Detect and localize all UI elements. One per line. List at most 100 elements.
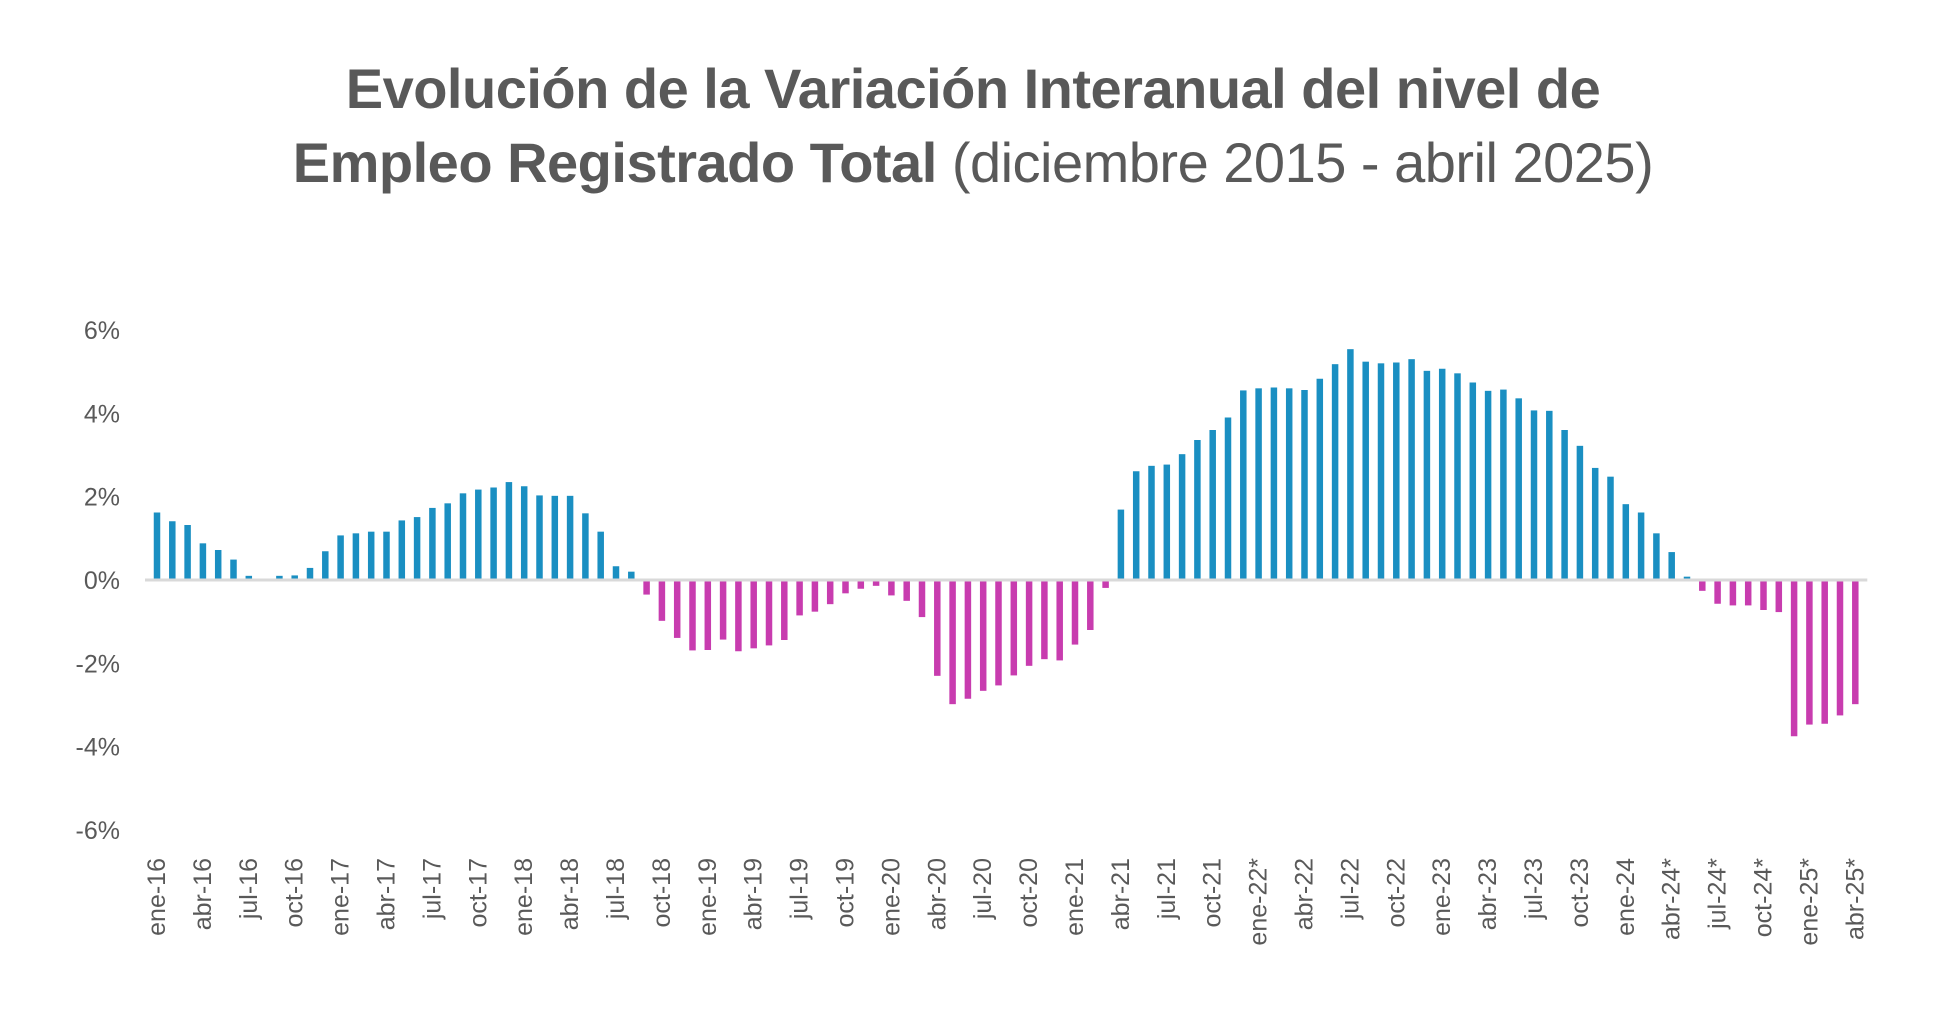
- x-tick-label: ene-19: [694, 858, 722, 936]
- x-tick-label: ene-24: [1612, 858, 1640, 936]
- bar-ene-16: [153, 512, 161, 580]
- bar-nov-20: [1041, 580, 1048, 660]
- bar-jul-20: [979, 580, 987, 691]
- bar-ene-19: [704, 580, 712, 650]
- bar-jun-17: [413, 517, 421, 580]
- x-tick-label: jul-19: [786, 858, 814, 920]
- bar-ago-20: [995, 580, 1002, 686]
- x-tick-label: abr-16: [189, 858, 217, 930]
- bar-ene-21: [1071, 580, 1079, 645]
- bar-may-19: [765, 580, 773, 646]
- x-tick-label: abr-19: [740, 858, 768, 930]
- bar-jul-23: [1530, 410, 1538, 580]
- bar-feb-17: [352, 533, 360, 580]
- bar-mar-17: [367, 531, 375, 580]
- x-tick-label: ene-20: [877, 858, 905, 936]
- bar-sep-20: [1010, 580, 1018, 676]
- x-tick-label: abr-22: [1291, 858, 1319, 930]
- bar-may-17: [398, 520, 406, 580]
- x-tick-label: jul-21: [1153, 858, 1181, 920]
- bar-ago-24: [1729, 580, 1737, 606]
- bar-jul-19: [796, 580, 803, 616]
- bar-oct-23: [1576, 445, 1584, 580]
- bar-nov-21: [1224, 417, 1232, 580]
- x-tick-label: ene-17: [327, 858, 355, 936]
- bar-sep-22: [1377, 363, 1385, 580]
- bar-mar-25: [1836, 580, 1844, 716]
- x-axis: ene-16 abr-16 jul-16 oct-16 ene-17 abr-17 jul-…: [143, 858, 1869, 946]
- x-tick-label: jul-17: [418, 858, 446, 920]
- bar-feb-24: [1637, 512, 1645, 580]
- bar-oct-19: [842, 580, 849, 594]
- bar-ene-20: [888, 580, 895, 596]
- x-tick-label: abr-18: [556, 858, 584, 930]
- x-tick-label: ene-22*: [1245, 858, 1273, 946]
- y-tick-label: 4%: [84, 400, 120, 428]
- bar-sep-19: [826, 580, 834, 605]
- bar-ene-22: [1255, 388, 1262, 580]
- bar-ago-21: [1178, 454, 1186, 580]
- bar-abr-18: [566, 495, 574, 580]
- bar-oct-20: [1025, 580, 1033, 666]
- bar-nov-24: [1775, 580, 1783, 613]
- bar-abr-19: [750, 580, 757, 649]
- x-tick-label: oct-20: [1015, 858, 1043, 927]
- bar-oct-21: [1209, 430, 1216, 580]
- bar-ene-17: [337, 535, 344, 580]
- x-tick-label: oct-22: [1382, 858, 1410, 927]
- x-tick-label: abr-25*: [1841, 858, 1869, 940]
- bar-dic-16: [322, 551, 329, 580]
- bar-jun-16: [230, 559, 237, 580]
- x-tick-label: jul-20: [969, 858, 997, 920]
- bar-ene-18: [520, 486, 528, 580]
- bar-dic-17: [505, 482, 513, 580]
- x-tick-label: oct-19: [832, 858, 860, 927]
- bar-jun-18: [597, 531, 604, 580]
- bar-nov-16: [306, 567, 314, 580]
- bar-mar-18: [551, 495, 559, 580]
- y-tick-label: -6%: [76, 817, 120, 845]
- y-tick-label: 6%: [84, 317, 120, 345]
- bar-jun-19: [781, 580, 788, 640]
- bar-abr-20: [934, 580, 941, 676]
- y-tick-label: -2%: [76, 650, 120, 678]
- bar-feb-19: [719, 580, 727, 640]
- bar-abr-23: [1484, 390, 1492, 580]
- bar-ago-22: [1362, 361, 1369, 580]
- bar-dic-22: [1423, 370, 1431, 580]
- chart-title-main: Evolución de la Variación Interanual del…: [292, 57, 1601, 194]
- x-tick-label: jul-24*: [1704, 858, 1732, 930]
- x-tick-label: jul-23: [1520, 858, 1548, 920]
- bar-oct-17: [475, 489, 482, 580]
- bar-sep-18: [643, 580, 650, 595]
- bar-sep-24: [1744, 580, 1752, 606]
- x-tick-label: abr-17: [373, 858, 401, 930]
- bar-dic-18: [689, 580, 696, 651]
- y-axis: 6% 4% 2% 0% -2% -4% -6%: [76, 317, 120, 845]
- bar-feb-18: [536, 495, 543, 580]
- y-tick-label: 2%: [84, 484, 120, 512]
- bar-may-24: [1683, 576, 1691, 580]
- bar-dic-20: [1056, 580, 1063, 661]
- x-tick-label: oct-24*: [1750, 858, 1778, 937]
- bar-abr-24: [1668, 552, 1675, 580]
- bar-feb-16: [169, 521, 176, 580]
- bar-oct-16: [291, 575, 298, 580]
- bar-feb-22: [1270, 387, 1278, 580]
- bar-oct-24: [1760, 580, 1767, 610]
- bar-sep-21: [1194, 440, 1201, 580]
- x-tick-label: abr-20: [923, 858, 951, 930]
- bar-mar-24: [1653, 533, 1660, 580]
- chart-title: Evolución de la Variación Interanual del…: [273, 52, 1673, 200]
- x-tick-label: jul-22: [1336, 858, 1364, 920]
- bar-ene-25: [1806, 580, 1813, 725]
- x-tick-label: jul-16: [235, 858, 263, 920]
- bar-jun-23: [1515, 398, 1522, 580]
- bar-abr-17: [383, 531, 390, 580]
- bar-jul-24: [1714, 580, 1721, 604]
- bar-oct-22: [1393, 362, 1400, 580]
- bar-ago-17: [444, 503, 451, 580]
- bar-mar-21: [1102, 580, 1109, 588]
- bar-ago-23: [1546, 410, 1553, 580]
